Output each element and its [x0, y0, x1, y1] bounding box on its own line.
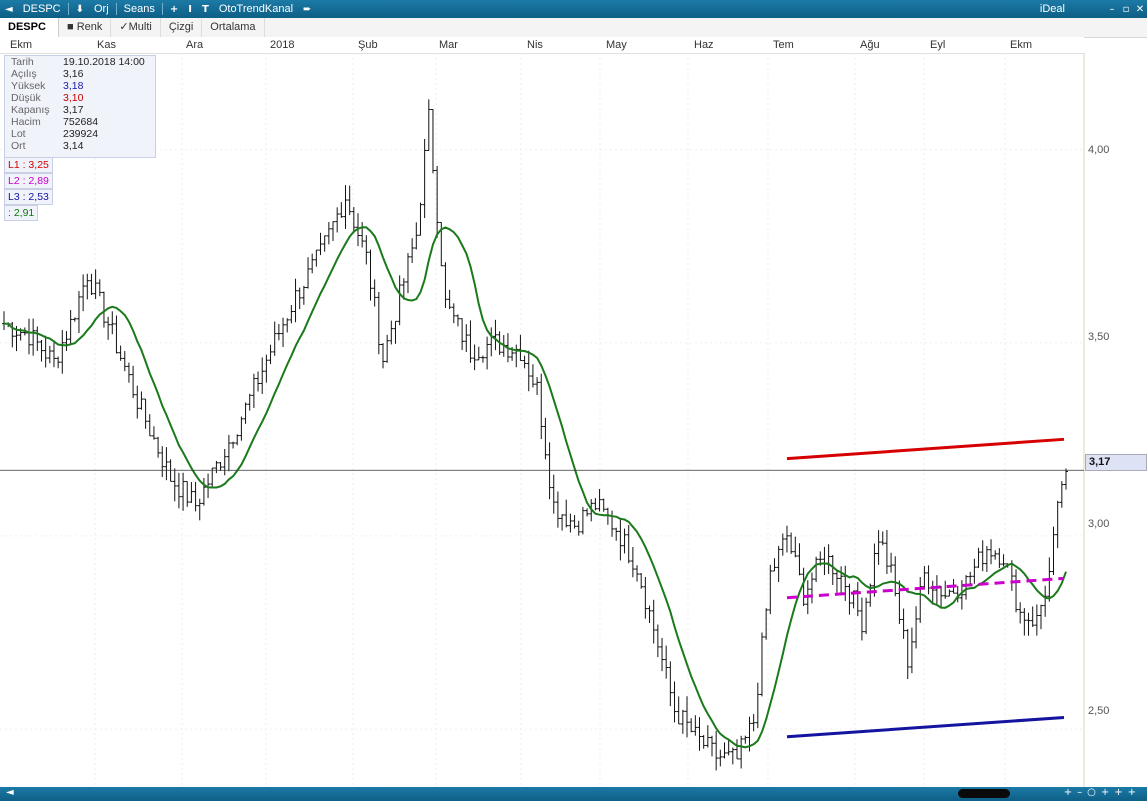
x-tick: Ağu — [860, 39, 880, 51]
x-tick: Ekm — [10, 39, 32, 51]
moving-average-line — [3, 226, 1067, 749]
trend-line-l2 — [786, 576, 1065, 600]
minimize-icon[interactable]: – — [1109, 3, 1115, 15]
window-symbol: DESPC — [22, 3, 61, 15]
menu-seans[interactable]: Seans — [123, 3, 155, 15]
x-tick: Nis — [527, 39, 543, 51]
chart-toolbar: DESPC ■ Renk ✓Multi Çizgi Ortalama — [0, 18, 1147, 38]
x-tick: Ara — [186, 39, 204, 51]
level-l3[interactable]: L3 : 2,53 — [4, 189, 53, 205]
text-tool-icon[interactable]: T — [202, 3, 209, 15]
ohlc-info-box: Tarih 19.10.2018 14:00 Açılış 3,16 Yüksek 3… — [4, 55, 156, 158]
download-arrow-icon[interactable]: ⬇ — [75, 3, 84, 15]
close-icon[interactable]: ✕ — [1135, 3, 1145, 15]
horizontal-scroll-thumb[interactable] — [958, 789, 1010, 798]
x-tick: Ekm — [1010, 39, 1032, 51]
price-chart[interactable] — [0, 53, 1147, 787]
current-price-label: 3,17 — [1085, 454, 1147, 471]
x-tick: 2018 — [270, 39, 295, 51]
square-icon: ■ — [67, 21, 77, 33]
level-l2[interactable]: L2 : 2,89 — [4, 173, 53, 189]
symbol-field[interactable]: DESPC — [0, 18, 59, 37]
y-tick: 2,50 — [1088, 705, 1110, 717]
y-tick: 3,50 — [1088, 331, 1110, 343]
title-bar: ◄ DESPC ⬇ Orj Seans + I T OtoTrendKanal … — [0, 0, 1147, 18]
trend-line-l3 — [786, 715, 1065, 739]
level-ma[interactable]: : 2,91 — [4, 205, 39, 221]
x-tick: Tem — [773, 39, 794, 51]
x-tick: Eyl — [930, 39, 946, 51]
x-tick: Haz — [694, 39, 714, 51]
restore-icon[interactable]: ▫ — [1122, 3, 1130, 15]
plus-icon[interactable]: + — [169, 3, 179, 15]
option-multi[interactable]: ✓Multi — [111, 18, 161, 37]
app-name: iDeal — [1039, 3, 1065, 15]
x-tick: Mar — [439, 39, 458, 51]
x-tick: May — [606, 39, 627, 51]
option-renk[interactable]: ■ Renk — [59, 18, 112, 37]
forward-arrow-icon[interactable]: ➨ — [303, 3, 312, 15]
trend-line-l1 — [786, 437, 1065, 461]
y-tick: 4,00 — [1088, 144, 1110, 156]
level-l1[interactable]: L1 : 3,25 — [4, 157, 53, 173]
x-tick: Şub — [358, 39, 378, 51]
menu-orj[interactable]: Orj — [94, 3, 109, 15]
check-icon: ✓ — [119, 21, 129, 33]
menu-ototrendkanal[interactable]: OtoTrendKanal — [218, 3, 294, 15]
month-axis: Ekm Kas Ara 2018 Şub Mar Nis May Haz Tem… — [0, 37, 1084, 54]
cursor-line-icon[interactable]: I — [188, 3, 192, 15]
x-tick: Kas — [97, 39, 116, 51]
scroll-left-icon[interactable]: ◄ — [6, 787, 14, 798]
zoom-controls-icon[interactable]: +–○+++ — [1063, 787, 1141, 798]
option-cizgi[interactable]: Çizgi — [161, 18, 203, 37]
option-ortalama[interactable]: Ortalama — [202, 18, 265, 37]
back-arrow-icon[interactable]: ◄ — [5, 3, 13, 15]
price-axis: 4,00 3,50 3,00 2,50 — [1084, 53, 1147, 787]
status-bar: ◄ +–○+++ — [0, 787, 1147, 801]
y-tick: 3,00 — [1088, 518, 1110, 530]
